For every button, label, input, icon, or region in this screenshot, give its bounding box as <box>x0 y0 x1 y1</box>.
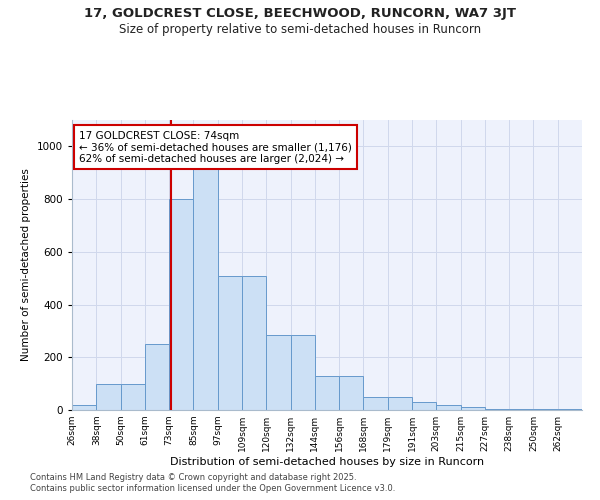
Text: 17, GOLDCREST CLOSE, BEECHWOOD, RUNCORN, WA7 3JT: 17, GOLDCREST CLOSE, BEECHWOOD, RUNCORN,… <box>84 8 516 20</box>
Text: Contains HM Land Registry data © Crown copyright and database right 2025.: Contains HM Land Registry data © Crown c… <box>30 472 356 482</box>
Text: Contains public sector information licensed under the Open Government Licence v3: Contains public sector information licen… <box>30 484 395 493</box>
X-axis label: Distribution of semi-detached houses by size in Runcorn: Distribution of semi-detached houses by … <box>170 457 484 467</box>
Text: 17 GOLDCREST CLOSE: 74sqm
← 36% of semi-detached houses are smaller (1,176)
62% : 17 GOLDCREST CLOSE: 74sqm ← 36% of semi-… <box>79 130 352 164</box>
Bar <box>290 335 315 410</box>
Bar <box>388 397 412 410</box>
Bar <box>266 335 290 410</box>
Bar <box>242 276 266 410</box>
Bar <box>485 408 509 410</box>
Bar <box>169 199 193 410</box>
Bar <box>96 384 121 410</box>
Bar <box>145 344 169 410</box>
Bar <box>509 408 533 410</box>
Bar <box>412 402 436 410</box>
Bar <box>121 384 145 410</box>
Y-axis label: Number of semi-detached properties: Number of semi-detached properties <box>21 168 31 362</box>
Bar <box>461 408 485 410</box>
Bar <box>364 397 388 410</box>
Bar <box>339 376 364 410</box>
Bar <box>193 160 218 410</box>
Text: Size of property relative to semi-detached houses in Runcorn: Size of property relative to semi-detach… <box>119 22 481 36</box>
Bar <box>218 276 242 410</box>
Bar <box>436 404 461 410</box>
Bar <box>72 404 96 410</box>
Bar <box>315 376 339 410</box>
